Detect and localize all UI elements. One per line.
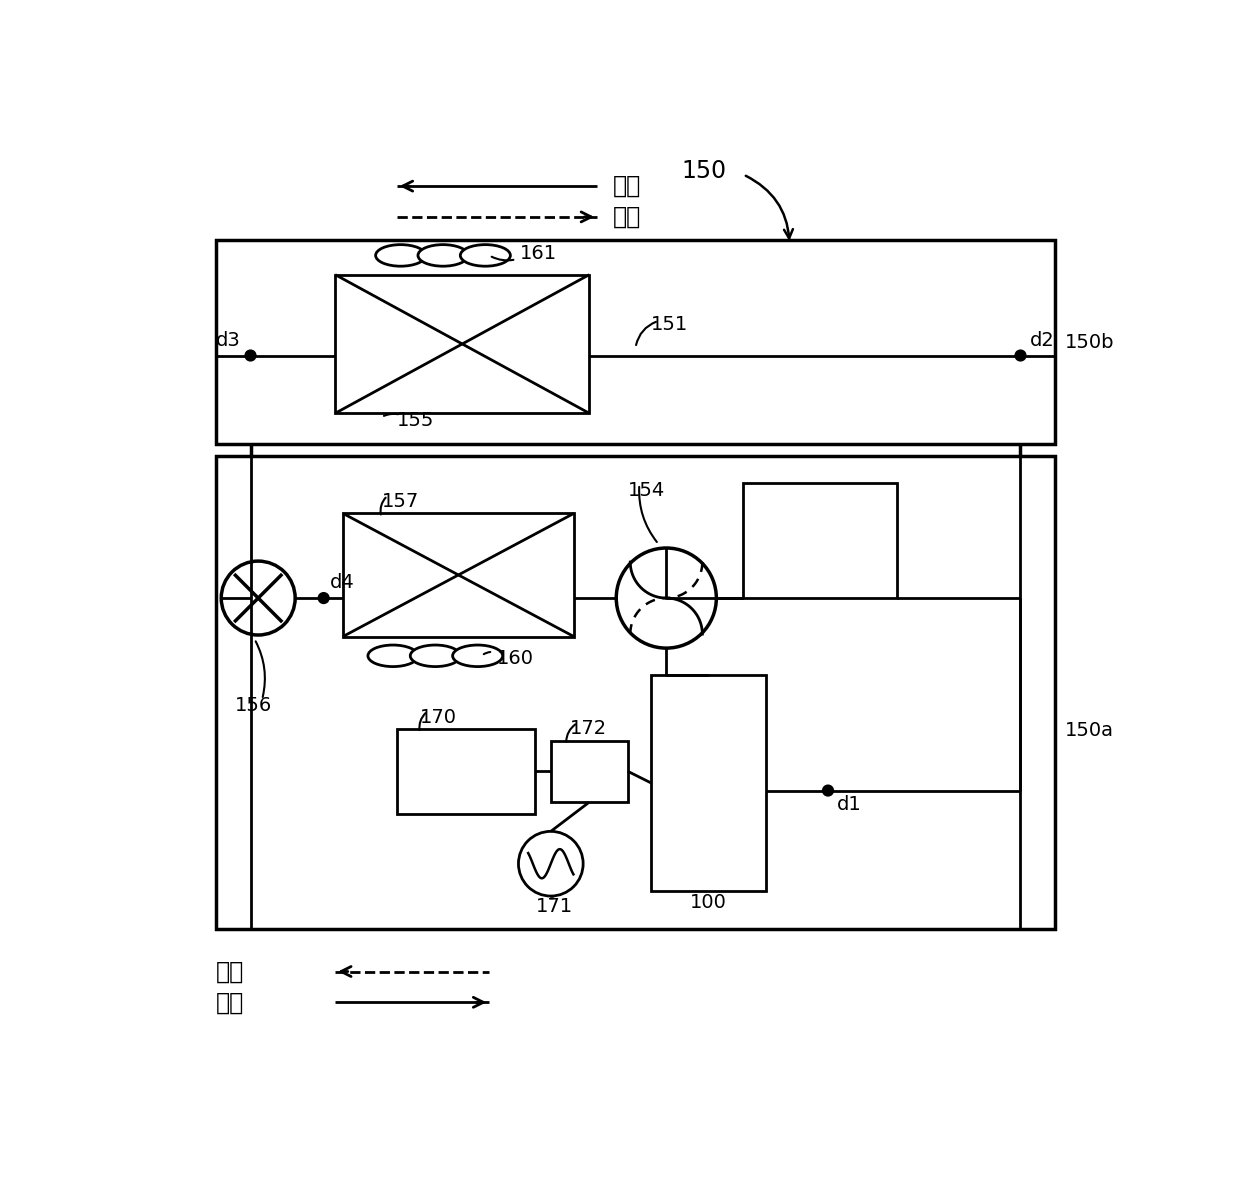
Bar — [216, 455, 1055, 930]
Text: d2: d2 — [1029, 331, 1054, 350]
Ellipse shape — [410, 645, 460, 666]
Bar — [343, 514, 574, 636]
Text: 制冷: 制冷 — [216, 960, 244, 984]
Text: 150: 150 — [682, 159, 727, 183]
Bar — [335, 274, 589, 413]
Ellipse shape — [368, 645, 418, 666]
Circle shape — [1016, 350, 1025, 361]
Circle shape — [246, 350, 255, 361]
Text: 155: 155 — [397, 411, 434, 430]
Text: 156: 156 — [236, 696, 273, 715]
Circle shape — [616, 547, 717, 648]
Text: 151: 151 — [651, 315, 688, 334]
Text: 160: 160 — [497, 648, 534, 667]
Text: 171: 171 — [536, 896, 573, 915]
Text: d4: d4 — [330, 573, 355, 592]
Bar — [551, 740, 627, 803]
Circle shape — [319, 593, 329, 604]
Text: 制暖: 制暖 — [613, 174, 641, 198]
Bar — [651, 674, 766, 890]
Text: 制暖: 制暖 — [216, 991, 244, 1015]
Text: 170: 170 — [420, 708, 456, 727]
Text: 157: 157 — [382, 492, 419, 512]
Text: 161: 161 — [520, 243, 557, 262]
Text: d1: d1 — [837, 795, 862, 813]
Bar — [397, 728, 536, 813]
Ellipse shape — [376, 244, 425, 266]
Bar — [216, 240, 1055, 444]
Text: 100: 100 — [689, 893, 727, 912]
Text: d3: d3 — [216, 331, 241, 350]
Circle shape — [221, 561, 295, 635]
Text: 154: 154 — [627, 480, 665, 500]
Ellipse shape — [460, 244, 511, 266]
Circle shape — [518, 831, 583, 896]
Bar — [743, 483, 898, 598]
Ellipse shape — [418, 244, 467, 266]
Text: 172: 172 — [570, 720, 608, 738]
Text: 150b: 150b — [1064, 333, 1114, 351]
Text: 150a: 150a — [1064, 721, 1114, 740]
Circle shape — [822, 785, 833, 795]
Ellipse shape — [453, 645, 502, 666]
Text: 制冷: 制冷 — [613, 205, 641, 229]
